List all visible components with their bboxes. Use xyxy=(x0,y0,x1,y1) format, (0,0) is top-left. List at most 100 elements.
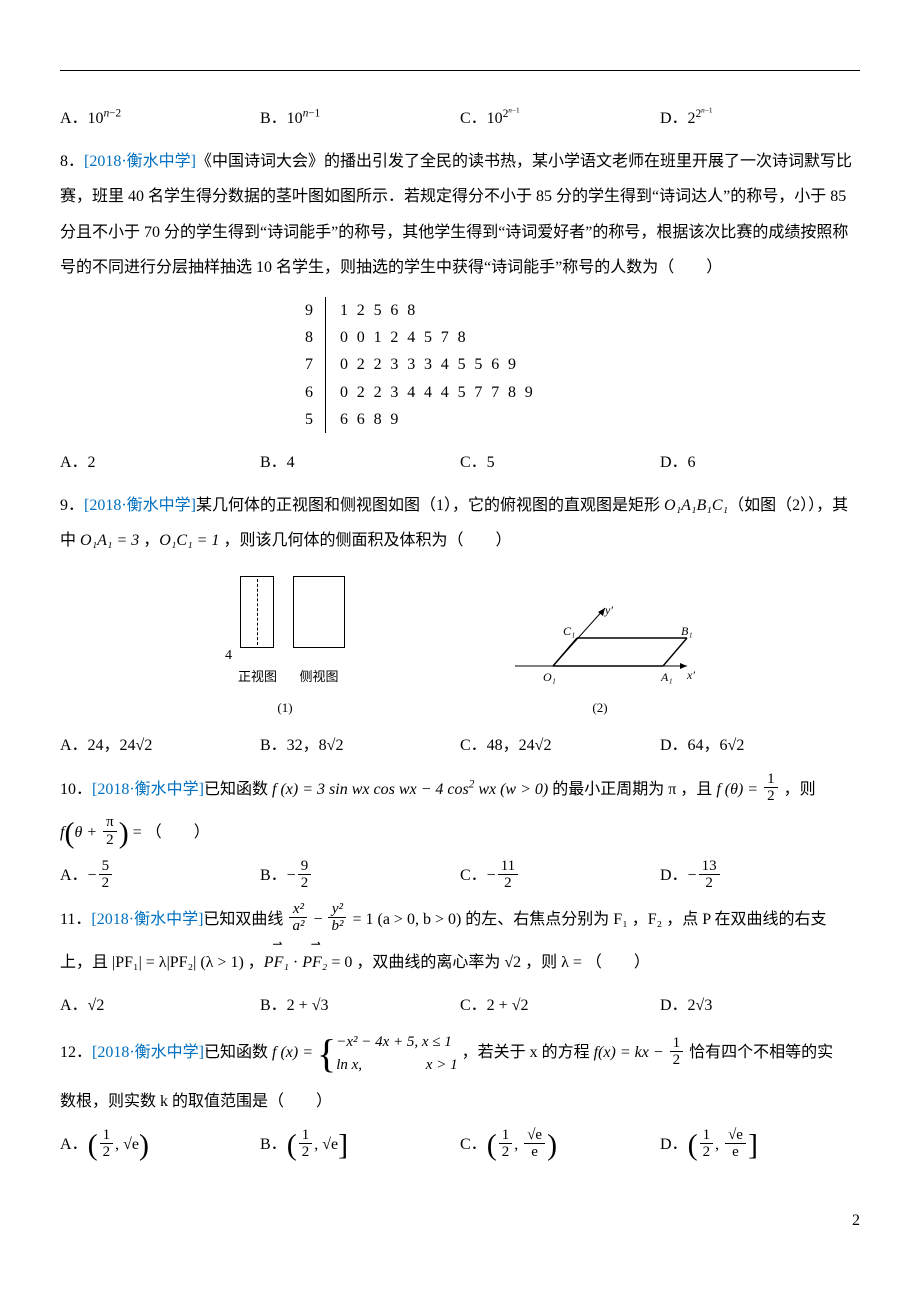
q9-opt-a: A．24，24√2 xyxy=(60,728,260,763)
q12-line2: 数根，则实数 k 的取值范围是（ ） xyxy=(60,1084,860,1119)
q9-fig1: 4 正视图 侧视图 (1) xyxy=(225,576,345,722)
q7-options: A．10n−2 B．10n−1 C．102n−1 D．22n−1 xyxy=(60,101,860,136)
svg-text:O₁: O₁ xyxy=(543,670,556,684)
q11-vec2: PF₂ xyxy=(302,945,327,980)
q9-cap-side: 侧视图 xyxy=(293,663,345,692)
q7-opt-a: A．10n−2 xyxy=(60,101,260,136)
q9-body1: 某几何体的正视图和侧视图如图（1），它的俯视图的直观图是矩形 xyxy=(196,497,664,514)
stem: 7 xyxy=(280,351,326,378)
q11-x2a2: x²a² xyxy=(289,901,307,935)
q7-opt-c: C．102n−1 xyxy=(460,101,660,136)
q9-oabc: O₁A₁B₁C₁ xyxy=(664,497,728,514)
q9-eq2: O₁C₁ = 1 xyxy=(159,532,219,549)
page-number: 2 xyxy=(60,1203,860,1238)
q12-half: 12 xyxy=(670,1035,684,1069)
q11-line2: 上，且 |PF₁| = λ|PF₂| (λ > 1) ，PF₁ · PF₂ = … xyxy=(60,945,860,980)
q12-mid: ，若关于 x 的方程 xyxy=(458,1044,594,1061)
q7-opt-d: D．22n−1 xyxy=(660,101,860,136)
q12: 12．[2018·衡水中学]已知函数 f (x) = {−x² − 4x + 5… xyxy=(60,1031,860,1076)
q8-opt-c: C．5 xyxy=(460,445,660,480)
q12-opt-a: A．(12, √e) xyxy=(60,1127,260,1162)
q11-l2b: = 0 ，双曲线的离心率为 √2 ，则 λ = （ ） xyxy=(327,954,650,971)
q9-eq1: O₁A₁ = 3 xyxy=(80,532,139,549)
q8-body: 《中国诗词大会》的播出引发了全民的读书热，某小学语文老师在班里开展了一次诗词默写… xyxy=(60,153,852,276)
q9-figures: 4 正视图 侧视图 (1) O₁ xyxy=(60,576,860,722)
stem: 6 xyxy=(280,379,326,406)
q11-pre: 已知双曲线 xyxy=(203,911,287,928)
q10-opt-d: D．−132 xyxy=(660,858,860,893)
q11-opt-a: A．√2 xyxy=(60,988,260,1023)
q11-opt-b: B．2 + √3 xyxy=(260,988,460,1023)
q9-opt-c: C．48，24√2 xyxy=(460,728,660,763)
q10-pre: 已知函数 xyxy=(204,781,272,798)
q10-mid: 的最小正周期为 π ，且 xyxy=(548,781,716,798)
leaf: 00124578 xyxy=(326,324,474,351)
svg-text:x′: x′ xyxy=(686,668,695,682)
q11-l2a: 上，且 |PF₁| = λ|PF₂| (λ > 1) ， xyxy=(60,954,264,971)
q9-oblique-svg: O₁ A₁ C₁ B₁ x′ y′ xyxy=(505,602,695,692)
q10-opt-a: A．−52 xyxy=(60,858,260,893)
q10-arg-pi2: π2 xyxy=(103,814,117,848)
q10-fx: f (x) = 3 sin wx cos wx − 4 cos2 wx (w >… xyxy=(272,781,548,798)
q10-options: A．−52 B．−92 C．−112 D．−132 xyxy=(60,858,860,893)
q9-fig2: O₁ A₁ C₁ B₁ x′ y′ (2) xyxy=(505,602,695,723)
q11-cond: = 1 (a > 0, b > 0) 的左、右焦点分别为 F₁ ，F₂ ，点 P… xyxy=(348,911,826,928)
q12-opt-b: B．(12, √e] xyxy=(260,1127,460,1162)
q9-opt-d: D．64，6√2 xyxy=(660,728,860,763)
svg-text:A₁: A₁ xyxy=(660,670,673,684)
q11-opt-c: C．2 + √2 xyxy=(460,988,660,1023)
q12-l2: 数根，则实数 k 的取值范围是（ ） xyxy=(60,1093,332,1110)
q11-vec1: PF₁ xyxy=(264,945,289,980)
q11-opt-d: D．2√3 xyxy=(660,988,860,1023)
q12-options: A．(12, √e) B．(12, √e] C．(12, √ee) D．(12,… xyxy=(60,1127,860,1162)
q10-num: 10． xyxy=(60,781,92,798)
q11: 11．[2018·衡水中学]已知双曲线 x²a² − y²b² = 1 (a >… xyxy=(60,902,860,937)
leaf: 022344457789 xyxy=(326,379,542,406)
q9-front-view xyxy=(240,576,274,648)
svg-text:y′: y′ xyxy=(604,603,613,617)
q10-line2: f(θ + π2) = （ ） xyxy=(60,815,860,850)
q8-num: 8． xyxy=(60,153,84,170)
q9-body3: ，则该几何体的侧面积及体积为（ ） xyxy=(219,532,511,549)
q7-opt-b: B．10n−1 xyxy=(260,101,460,136)
q10-tag: [2018·衡水中学] xyxy=(92,781,204,798)
q11-options: A．√2 B．2 + √3 C．2 + √2 D．2√3 xyxy=(60,988,860,1023)
q8-opt-a: A．2 xyxy=(60,445,260,480)
q9-mid: ， xyxy=(139,532,159,549)
q10-half: 12 xyxy=(764,771,778,805)
q8-opt-b: B．4 xyxy=(260,445,460,480)
stem: 5 xyxy=(280,406,326,433)
q8-stemleaf: 9125688001245787022333455696022344457789… xyxy=(280,297,640,433)
q11-num: 11． xyxy=(60,911,91,928)
q11-y2b2: y²b² xyxy=(328,901,346,935)
q9-opt-b: B．32，8√2 xyxy=(260,728,460,763)
q8-tag: [2018·衡水中学] xyxy=(84,153,196,170)
q8: 8．[2018·衡水中学]《中国诗词大会》的播出引发了全民的读书热，某小学语文老… xyxy=(60,144,860,285)
q12-opt-c: C．(12, √ee) xyxy=(460,1127,660,1162)
q9-tag: [2018·衡水中学] xyxy=(84,497,196,514)
q10-ftheta: f (θ) = xyxy=(716,781,762,798)
q10-opt-b: B．−92 xyxy=(260,858,460,893)
q9: 9．[2018·衡水中学]某几何体的正视图和侧视图如图（1），它的俯视图的直观图… xyxy=(60,488,860,558)
stem: 8 xyxy=(280,324,326,351)
q12-tail: 恰有四个不相等的实 xyxy=(685,1044,833,1061)
q10-arg-th: θ + xyxy=(74,824,101,841)
q9-options: A．24，24√2 B．32，8√2 C．48，24√2 D．64，6√2 xyxy=(60,728,860,763)
q9-num: 9． xyxy=(60,497,84,514)
q12-pre: 已知函数 xyxy=(204,1044,272,1061)
q12-piecewise: {−x² − 4x + 5, x ≤ 1ln x, x > 1 xyxy=(317,1031,458,1076)
svg-text:B₁: B₁ xyxy=(681,624,693,638)
q12-opt-d: D．(12, √ee] xyxy=(660,1127,860,1162)
q11-tag: [2018·衡水中学] xyxy=(91,911,203,928)
q10-eqparen: = （ ） xyxy=(129,824,210,841)
q9-cap1: (1) xyxy=(225,694,345,723)
leaf: 02233345569 xyxy=(326,351,525,378)
q9-cap2: (2) xyxy=(505,694,695,723)
q12-rhs: f(x) = kx − xyxy=(594,1044,668,1061)
q8-opt-d: D．6 xyxy=(660,445,860,480)
leaf: 6689 xyxy=(326,406,407,433)
q9-ylabel: 4 xyxy=(225,620,232,692)
q10: 10．[2018·衡水中学]已知函数 f (x) = 3 sin wx cos … xyxy=(60,772,860,807)
q12-num: 12． xyxy=(60,1044,92,1061)
q8-options: A．2 B．4 C．5 D．6 xyxy=(60,445,860,480)
